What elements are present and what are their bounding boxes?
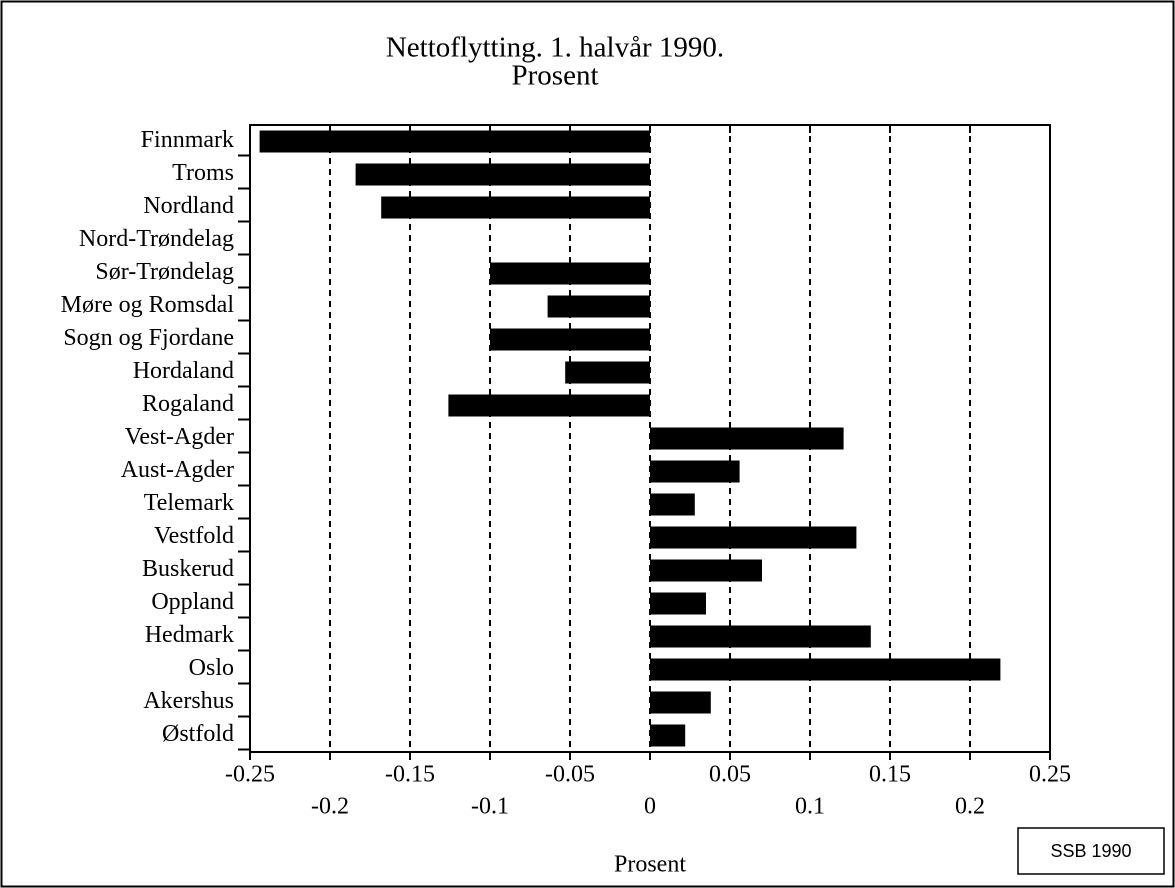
- y-tick-label: Sør-Trøndelag: [95, 259, 234, 285]
- chart-subtitle: Prosent: [512, 60, 599, 92]
- y-tick-label: Akershus: [143, 688, 234, 714]
- bar: [650, 559, 762, 582]
- x-tick-label: 0.15: [869, 762, 911, 788]
- y-tick-label: Troms: [172, 160, 234, 186]
- y-tick-label: Oslo: [189, 655, 234, 681]
- bar: [448, 394, 650, 417]
- bar: [650, 691, 711, 714]
- y-tick-label: Telemark: [144, 490, 234, 516]
- bar: [259, 130, 650, 153]
- y-tick-label: Aust-Agder: [121, 457, 234, 483]
- x-tick-label: -0.05: [545, 762, 595, 788]
- y-tick-label: Vestfold: [154, 523, 234, 549]
- y-tick-label: Hordaland: [133, 358, 234, 384]
- bar: [650, 658, 1001, 681]
- bar: [650, 592, 706, 615]
- y-tick-label: Møre og Romsdal: [61, 292, 235, 318]
- y-tick-label: Buskerud: [142, 556, 234, 582]
- y-tick-label: Nord-Trøndelag: [79, 226, 234, 252]
- x-tick-label: -0.1: [471, 794, 509, 820]
- bar: [355, 163, 650, 186]
- plot-frame: [249, 124, 1051, 753]
- y-tick-label: Oppland: [151, 589, 234, 615]
- y-tick-label: Nordland: [143, 193, 234, 219]
- bar: [381, 196, 650, 219]
- x-tick-label: -0.2: [311, 794, 349, 820]
- annotation-box: [1017, 827, 1165, 875]
- y-tick-label: Sogn og Fjordane: [63, 325, 234, 351]
- x-tick-label: 0.1: [795, 794, 825, 820]
- x-tick-label: -0.15: [385, 762, 435, 788]
- x-tick-label: 0.05: [709, 762, 751, 788]
- bar: [565, 361, 650, 384]
- x-tick-label: 0.2: [955, 794, 985, 820]
- annotation: SSB 1990: [1050, 841, 1131, 861]
- y-tick-label: Østfold: [162, 721, 234, 747]
- y-tick-label: Hedmark: [145, 622, 234, 648]
- bar: [650, 493, 695, 516]
- bar: [490, 328, 650, 351]
- bar: [490, 262, 650, 285]
- bar: [650, 724, 686, 747]
- bar: [650, 460, 740, 483]
- y-tick-label: Finnmark: [141, 127, 234, 153]
- x-axis-label: Prosent: [614, 852, 686, 878]
- bar: [650, 427, 844, 450]
- x-tick-label: -0.25: [225, 762, 275, 788]
- x-tick-label: 0.25: [1029, 762, 1071, 788]
- x-tick-label: 0: [644, 794, 656, 820]
- bar: [650, 625, 871, 648]
- bar: [650, 526, 857, 549]
- y-tick-label: Vest-Agder: [125, 424, 234, 450]
- bar: [547, 295, 650, 318]
- chart-title: Nettoflytting. 1. halvår 1990.: [386, 32, 724, 64]
- y-tick-label: Rogaland: [142, 391, 234, 417]
